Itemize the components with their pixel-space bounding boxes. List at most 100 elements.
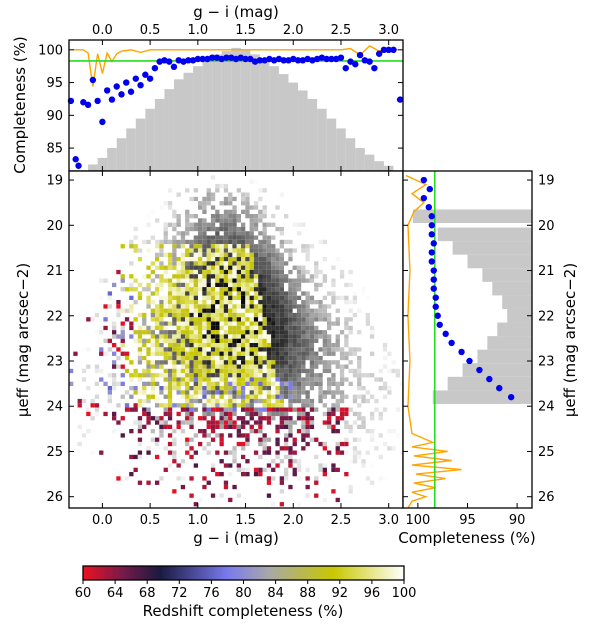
heat-cell — [185, 398, 190, 404]
heat-cell — [232, 334, 237, 339]
heat-cell — [296, 377, 302, 382]
heat-cell — [271, 467, 276, 472]
heat-cell — [180, 257, 186, 262]
heat-cell — [150, 394, 155, 399]
heat-cell — [284, 454, 289, 460]
heat-cell — [86, 429, 91, 434]
heat-cell — [301, 420, 306, 425]
heat-cell — [193, 502, 198, 507]
heat-cell — [284, 278, 289, 283]
heat-cell — [292, 351, 297, 356]
heat-cell — [172, 351, 177, 356]
heat-cell — [245, 411, 250, 417]
heat-cell — [146, 282, 151, 288]
heat-cell — [271, 257, 276, 262]
heat-cell — [163, 377, 168, 382]
top-point — [72, 156, 79, 163]
heat-cell — [249, 338, 254, 343]
heat-cell — [271, 364, 276, 369]
heat-cell — [223, 188, 229, 193]
heat-cell — [103, 411, 108, 417]
heat-cell — [172, 355, 177, 361]
heat-cell — [279, 244, 284, 249]
heat-cell — [202, 429, 207, 434]
heat-cell — [245, 420, 250, 425]
heat-cell — [210, 317, 216, 322]
heat-cell — [309, 403, 315, 408]
heat-cell — [279, 398, 284, 404]
heat-cell — [327, 407, 332, 412]
heat-cell — [344, 355, 349, 361]
heat-cell — [249, 248, 254, 253]
heat-cell — [301, 416, 306, 421]
heat-cell — [189, 446, 194, 451]
heat-cell — [266, 287, 272, 292]
heat-cell — [318, 300, 323, 305]
heat-cell — [215, 257, 220, 262]
heat-cell — [322, 278, 327, 283]
heat-cell — [142, 390, 147, 395]
heat-cell — [279, 424, 284, 429]
heat-cell — [189, 214, 194, 219]
heat-cell — [189, 291, 194, 296]
heat-cell — [180, 325, 186, 331]
heat-cell — [245, 368, 250, 374]
heat-cell — [210, 257, 216, 262]
heat-cell — [249, 398, 254, 404]
heat-cell — [292, 394, 297, 399]
heat-cell — [198, 244, 203, 249]
heat-cell — [210, 226, 216, 232]
heat-cell — [150, 437, 155, 442]
heat-cell — [271, 252, 276, 257]
heat-cell — [167, 433, 173, 438]
heat-cell — [314, 338, 319, 343]
heat-cell — [155, 282, 160, 288]
heat-cell — [284, 381, 289, 386]
heat-cell — [215, 355, 220, 361]
heat-cell — [210, 287, 216, 292]
heat-cell — [305, 484, 310, 490]
heat-cell — [223, 252, 229, 257]
heat-cell — [172, 214, 177, 219]
heat-cell — [215, 351, 220, 356]
heat-cell — [271, 377, 276, 382]
heat-cell — [223, 407, 229, 412]
heat-cell — [335, 441, 340, 447]
heat-cell — [99, 377, 104, 382]
heat-cell — [206, 338, 211, 343]
colorbar-label: Redshift completeness (%) — [143, 602, 344, 620]
heat-cell — [180, 287, 186, 292]
heat-cell — [275, 287, 280, 292]
heat-cell — [253, 218, 259, 223]
heat-cell — [279, 231, 284, 236]
heat-cell — [133, 330, 138, 335]
heat-cell — [219, 407, 224, 412]
heat-cell — [180, 343, 186, 348]
heat-cell — [172, 287, 177, 292]
heat-cell — [271, 343, 276, 348]
heat-cell — [271, 287, 276, 292]
heat-cell — [176, 343, 181, 348]
heat-cell — [219, 218, 224, 223]
heat-cell — [202, 343, 207, 348]
heat-cell — [266, 355, 272, 361]
heat-cell — [370, 330, 375, 335]
heat-cell — [210, 463, 216, 468]
heat-cell — [150, 300, 155, 305]
heat-cell — [309, 368, 315, 374]
top-hist-bar — [126, 128, 136, 171]
heat-cell — [262, 351, 267, 356]
heat-cell — [262, 261, 267, 266]
heat-cell — [103, 304, 108, 309]
heat-cell — [382, 407, 388, 412]
heat-cell — [146, 480, 151, 485]
heat-cell — [232, 360, 237, 365]
heat-cell — [249, 368, 254, 374]
heat-cell — [339, 347, 345, 352]
heat-cell — [305, 433, 310, 438]
tick-label: 76 — [203, 586, 220, 601]
heat-cell — [271, 317, 276, 322]
heat-cell — [279, 446, 284, 451]
heat-cell — [305, 368, 310, 374]
heat-cell — [288, 321, 293, 326]
